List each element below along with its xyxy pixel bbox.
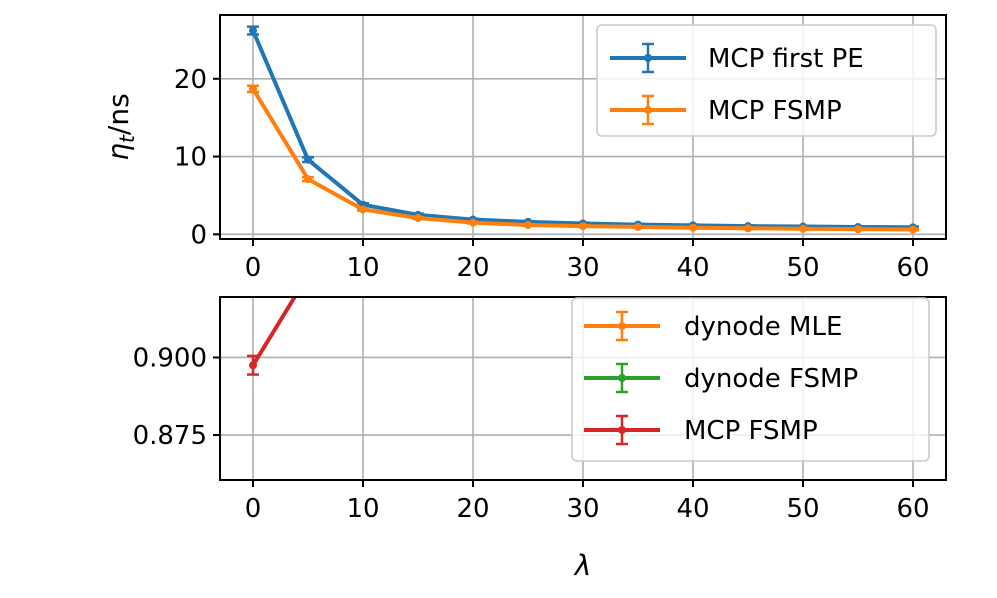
legend-marker	[618, 374, 626, 382]
legend-label: MCP first PE	[708, 44, 864, 74]
x-tick-label: 50	[786, 253, 819, 283]
y-tick-label: 0.900	[133, 343, 207, 373]
y-tick-label: 10	[174, 143, 207, 173]
top-panel: 0 10 20 30 40 50 60 0 10 20 ηt/ns MCP first PE MCP F…	[102, 14, 947, 283]
x-tick-label: 40	[676, 253, 709, 283]
y-axis-label: ηt/ns	[102, 93, 139, 160]
x-tick-label: 0	[245, 253, 262, 283]
y-tick-label: 0.875	[133, 421, 207, 451]
x-tick-label: 10	[346, 494, 379, 524]
y-label-unit: /ns	[102, 93, 135, 135]
legend-label: dynode FSMP	[684, 364, 858, 394]
x-tick-label: 20	[456, 253, 489, 283]
legend-item: MCP FSMP	[610, 94, 842, 126]
y-label-symbol: η	[102, 143, 135, 161]
series-line-2	[251, 297, 298, 367]
series-group	[247, 271, 312, 376]
data-point	[249, 361, 257, 370]
legend: MCP first PE MCP FSMP	[596, 24, 937, 137]
legend-marker	[644, 54, 652, 62]
legend-item: MCP first PE	[610, 42, 864, 74]
data-point	[524, 221, 532, 229]
legend-marker	[618, 322, 626, 330]
data-point	[579, 222, 587, 231]
y-label-subscript: t	[115, 134, 139, 143]
data-point	[304, 175, 312, 184]
legend-label: MCP FSMP	[708, 96, 842, 126]
legend-item: dynode FSMP	[584, 362, 858, 394]
x-axis-label: λ	[573, 549, 592, 582]
legend-marker	[618, 426, 626, 434]
data-point	[304, 271, 312, 279]
y-tick-label: 20	[174, 65, 207, 95]
x-tick-label: 50	[786, 494, 819, 524]
legend: dynode MLE dynode FSMP MCP FSMP	[571, 297, 930, 462]
legend-marker	[644, 106, 652, 114]
data-point	[414, 214, 422, 222]
data-point	[249, 84, 257, 93]
data-point	[854, 225, 862, 234]
x-tick-label: 10	[346, 253, 379, 283]
data-point	[304, 155, 312, 164]
legend-item: MCP FSMP	[584, 414, 818, 446]
x-tick-label: 30	[566, 253, 599, 283]
x-tick-label: 40	[676, 494, 709, 524]
x-tick-label: 0	[245, 494, 262, 524]
legend-label: dynode MLE	[684, 312, 842, 342]
data-point	[689, 223, 697, 232]
data-point	[909, 225, 917, 234]
x-tick-label: 60	[896, 494, 929, 524]
data-point	[744, 224, 752, 233]
x-tick-label: 20	[456, 494, 489, 524]
y-tick-label: 0	[190, 220, 207, 250]
data-point	[799, 224, 807, 233]
x-tick-label: 60	[896, 253, 929, 283]
series-group	[247, 25, 919, 234]
data-point	[359, 205, 367, 214]
x-tick-label: 30	[566, 494, 599, 524]
legend-item: dynode MLE	[584, 310, 842, 342]
legend-frame	[571, 297, 930, 462]
data-point	[634, 222, 642, 231]
legend-label: MCP FSMP	[684, 416, 818, 446]
data-point	[469, 218, 477, 227]
data-point	[249, 26, 257, 35]
